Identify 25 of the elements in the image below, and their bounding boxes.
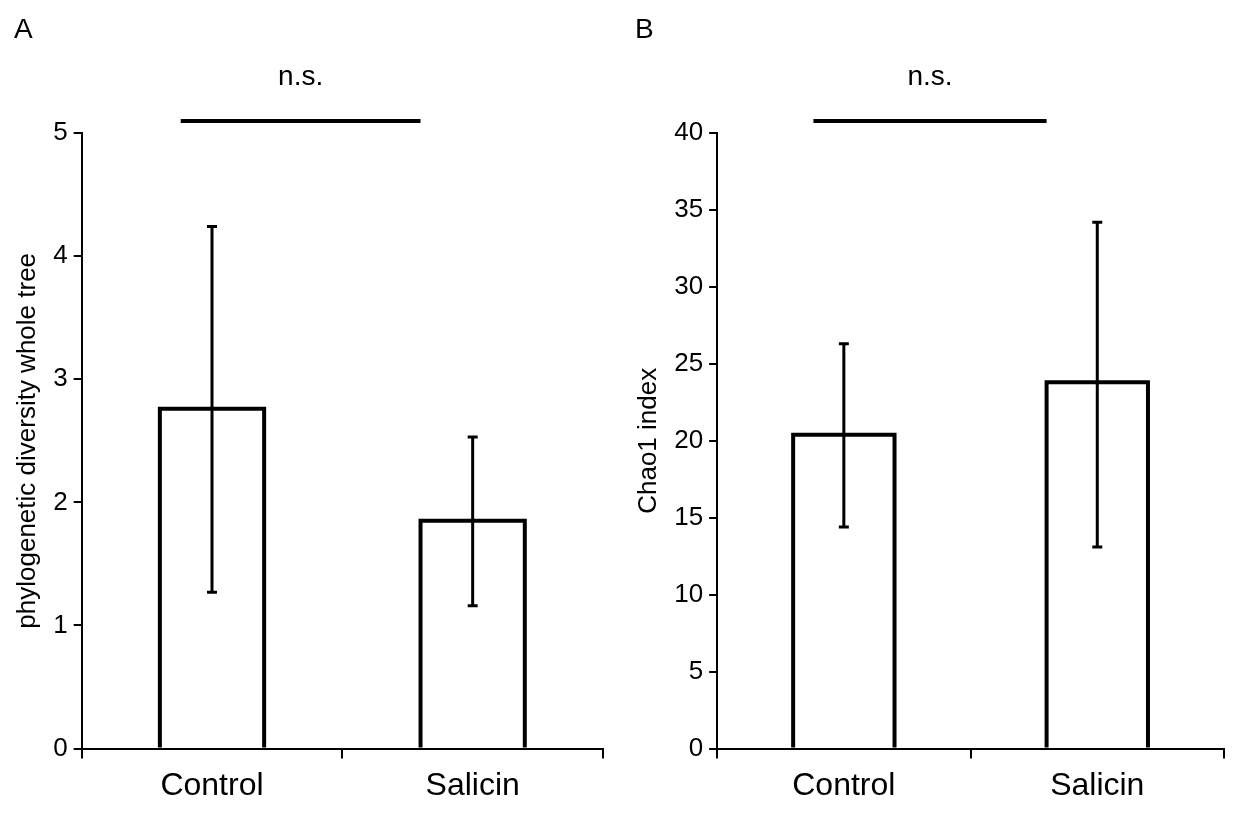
y-tick-label: 3 bbox=[53, 362, 68, 393]
y-tick-label: 40 bbox=[674, 116, 704, 147]
text: B bbox=[635, 12, 654, 44]
y-tick-label: 5 bbox=[688, 654, 704, 685]
text: n.s. bbox=[278, 59, 324, 91]
x-tick-label: Salicin bbox=[425, 765, 520, 802]
y-axis-title: phylogenetic diversity whole tree bbox=[10, 252, 41, 629]
y-tick-label: 0 bbox=[688, 731, 704, 762]
y-tick-label: 1 bbox=[53, 608, 68, 639]
y-tick-label: 25 bbox=[674, 347, 704, 378]
x-tick-label: Control bbox=[792, 765, 896, 802]
text: A bbox=[14, 12, 33, 44]
y-tick-label: 35 bbox=[674, 193, 704, 224]
y-tick-label: 30 bbox=[674, 270, 704, 301]
x-tick-label: Control bbox=[160, 765, 264, 802]
y-tick-label: 20 bbox=[674, 423, 704, 454]
x-tick-label: Salicin bbox=[1050, 765, 1145, 802]
text: n.s. bbox=[907, 59, 953, 91]
y-tick-label: 0 bbox=[53, 731, 68, 762]
y-axis-title: Chao1 index bbox=[631, 367, 662, 514]
y-tick-label: 10 bbox=[674, 577, 704, 608]
y-tick-label: 15 bbox=[674, 500, 704, 531]
y-tick-label: 4 bbox=[53, 239, 68, 270]
y-tick-label: 2 bbox=[53, 485, 68, 516]
y-tick-label: 5 bbox=[53, 116, 68, 147]
